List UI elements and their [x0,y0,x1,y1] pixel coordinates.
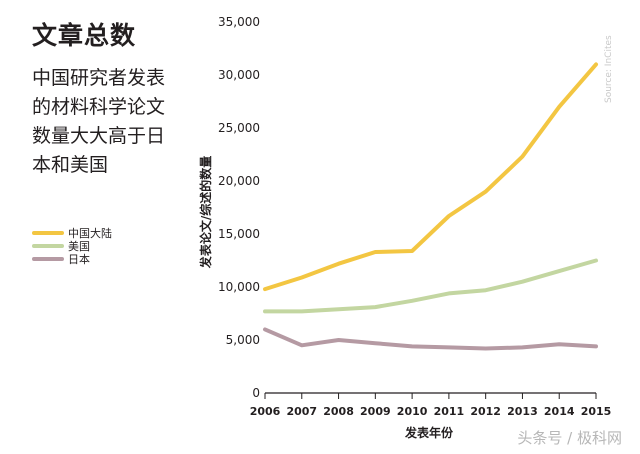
chart-subtitle: 中国研究者发表的材料科学论文数量大大高于日本和美国 [32,67,166,176]
y-axis-label: 发表论文/综述的数量 [198,156,213,269]
x-tick-label: 2006 [250,405,281,418]
y-tick-label: 25,000 [218,121,260,135]
y-axis: 0 5,000 10,000 15,000 20,000 25,000 30,000 35,0… [218,15,260,400]
y-tick-label: 5,000 [226,333,260,347]
legend-swatch-japan [32,256,64,261]
legend-label-usa: 美国 [68,239,90,253]
x-tick-label: 2013 [507,405,538,418]
x-tick-label: 2007 [286,405,317,418]
legend-item-usa: 美国 [32,239,112,253]
x-axis-label: 发表年份 [404,425,454,440]
x-tick-label: 2011 [434,405,465,418]
series-line-china [263,62,598,292]
y-tick-label: 20,000 [218,174,260,188]
legend-label-china: 中国大陆 [68,226,112,240]
x-tick-label: 2009 [360,405,391,418]
x-axis: 2006 2007 2008 2009 2010 2011 2012 2013 2014 2015 [250,392,612,418]
y-tick-label: 10,000 [218,280,260,294]
y-tick-label: 15,000 [218,227,260,241]
source-note: Source: InCites [604,35,614,103]
legend-swatch-china [32,230,64,235]
legend-item-japan: 日本 [32,252,112,266]
x-tick-label: 2012 [470,405,501,418]
legend-label-japan: 日本 [68,252,90,266]
x-tick-label: 2010 [397,405,428,418]
chart-title: 文章总数 [32,21,137,50]
series-lines [263,62,598,351]
series-line-usa [263,258,598,314]
watermark: 头条号 / 极科网 [517,429,622,447]
legend: 中国大陆 美国 日本 [32,226,112,266]
legend-swatch-usa [32,243,64,248]
legend-item-china: 中国大陆 [32,226,112,240]
x-tick-label: 2015 [581,405,612,418]
x-tick-label: 2014 [544,405,575,418]
series-line-japan [263,327,598,351]
y-tick-label: 35,000 [218,15,260,29]
y-tick-label: 0 [252,386,260,400]
x-tick-label: 2008 [323,405,354,418]
y-tick-label: 30,000 [218,68,260,82]
